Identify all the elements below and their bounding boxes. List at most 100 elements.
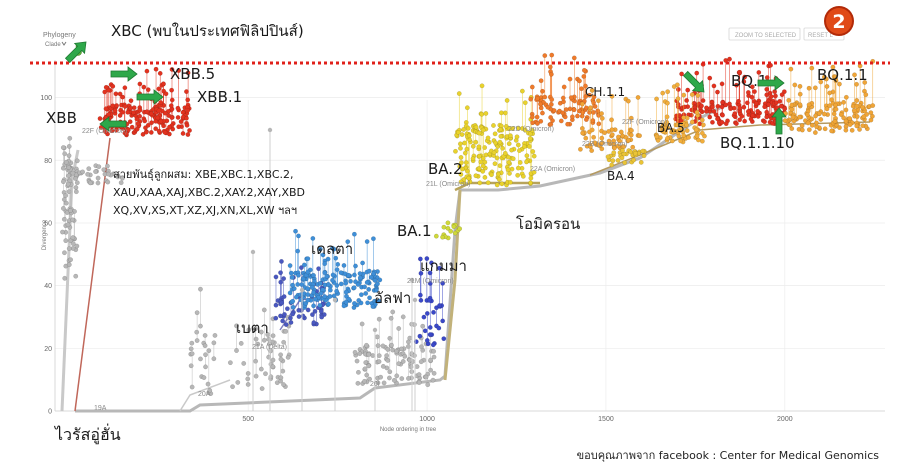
grey-20a-cluster-point xyxy=(235,379,241,385)
ba2-cluster-point xyxy=(480,127,486,133)
grey-upper-cluster-point xyxy=(85,171,91,177)
xbb-cluster-point xyxy=(178,119,184,125)
grey-20a-cluster-point xyxy=(258,329,264,335)
ba2-cluster-point xyxy=(498,133,504,139)
grey-20a-cluster-point xyxy=(270,357,276,363)
alpha-cluster-point xyxy=(429,260,434,266)
ch11-cluster-point xyxy=(569,114,575,120)
bq-lower-cluster-point xyxy=(694,109,700,115)
ba5-cluster-point xyxy=(592,140,597,146)
label-gamma: แกมมา xyxy=(420,257,467,275)
zoom-to-selected-button[interactable]: ZOOM TO SELECTED xyxy=(728,27,801,41)
delta-cluster-point xyxy=(355,282,361,287)
delta-lower-cluster-point xyxy=(288,315,293,321)
grey-20i-cluster-point xyxy=(428,357,434,363)
xbb-cluster-point xyxy=(144,68,150,74)
ba5-cluster-point xyxy=(625,137,631,143)
delta-cluster-point xyxy=(372,278,378,283)
ba4-cluster-point xyxy=(605,154,611,160)
delta-cluster-point xyxy=(333,255,339,261)
delta-cluster-point xyxy=(322,261,328,267)
xbb-cluster-point xyxy=(153,118,159,124)
delta-cluster-point xyxy=(370,304,376,309)
bq11-cluster-point xyxy=(792,82,798,88)
xbb-cluster-point xyxy=(185,70,191,76)
alpha-cluster-point xyxy=(427,332,433,337)
bq1-cluster-point xyxy=(737,117,743,123)
grey-20i-cluster-point xyxy=(354,358,360,364)
bq11-cluster-point xyxy=(863,92,869,98)
label-ba5: BA.5 xyxy=(657,121,685,135)
bq1-cluster-point xyxy=(710,104,715,110)
ba5-cluster-point xyxy=(599,135,605,141)
ba2-cluster-point xyxy=(458,154,464,160)
alpha-cluster-point xyxy=(422,328,428,334)
delta-cluster-point xyxy=(324,273,330,279)
ch11-cluster-point xyxy=(548,71,554,77)
bq11-cluster-point xyxy=(854,98,860,103)
y-tick-label: 40 xyxy=(44,283,52,290)
arrow-shape xyxy=(771,107,787,135)
alpha-cluster-point xyxy=(440,318,446,324)
grey-20a-cluster-point xyxy=(259,386,265,391)
grey-20i-cluster-point xyxy=(394,373,400,379)
delta-cluster-point xyxy=(343,299,349,305)
ch11-cluster-point xyxy=(577,78,582,84)
xbb-cluster-point xyxy=(162,110,168,116)
delta-cluster-point xyxy=(345,239,351,245)
xbb-cluster-point xyxy=(122,85,128,91)
alpha-cluster-point xyxy=(427,270,433,276)
ba2-cluster-point xyxy=(515,142,521,148)
ba5-cluster-point xyxy=(589,88,595,93)
xbb-cluster-point xyxy=(169,115,175,120)
ba2-cluster-point xyxy=(514,134,520,140)
bq1-cluster-point xyxy=(719,81,725,87)
ba2-cluster-point xyxy=(528,175,534,181)
ba2-cluster-point xyxy=(461,127,467,132)
delta-lower-cluster-point xyxy=(305,307,311,313)
grey-20a-cluster-point xyxy=(278,356,284,362)
ba1-cluster-point xyxy=(445,220,451,226)
bq-lower-cluster-point xyxy=(676,128,681,134)
ch11-cluster-point xyxy=(595,108,601,114)
ba1-cluster-point xyxy=(451,224,457,230)
ch11-cluster-point xyxy=(571,55,577,61)
delta-cluster-point xyxy=(322,294,328,299)
bq11-cluster-point xyxy=(829,128,835,134)
bq1-cluster-point xyxy=(752,89,757,94)
ch11-cluster-point xyxy=(542,53,548,58)
grey-20i-cluster-point xyxy=(420,347,426,353)
ba2-cluster-point xyxy=(502,150,508,156)
label-beta: เบตา xyxy=(236,319,269,337)
ba2-cluster-point xyxy=(489,172,494,178)
delta-cluster-point xyxy=(305,286,311,292)
delta-cluster-point xyxy=(293,228,298,234)
ba2-cluster-point xyxy=(497,127,503,132)
bq11-cluster-point xyxy=(799,127,805,133)
delta-cluster-point xyxy=(296,272,301,278)
bq1-cluster-point xyxy=(720,99,725,105)
xbb-cluster-point xyxy=(141,84,147,90)
ba2-cluster-point xyxy=(477,153,482,159)
ch11-cluster-point xyxy=(542,94,548,100)
ba5-cluster-point xyxy=(579,101,585,107)
bq11-cluster-point xyxy=(824,84,830,89)
bq11-cluster-point xyxy=(854,114,860,119)
ba2-cluster-point xyxy=(464,146,470,152)
ba2-cluster-point xyxy=(494,182,500,188)
xbb-cluster-point xyxy=(137,81,143,87)
grey-stem-point xyxy=(332,297,338,303)
bq-lower-cluster-point xyxy=(695,92,701,98)
delta-lower-cluster-point xyxy=(319,314,325,320)
clade-label: 22A (Omicron) xyxy=(530,166,575,173)
alpha-cluster-point xyxy=(437,303,442,308)
xbb-cluster-point xyxy=(135,121,141,127)
chevron-down-icon[interactable] xyxy=(61,41,67,46)
delta-lower-cluster-point xyxy=(298,265,304,271)
grey-20i-cluster-point xyxy=(378,374,384,380)
ba2-cluster-point xyxy=(458,145,463,151)
bq-lower-cluster-point xyxy=(689,119,695,125)
clade-dropdown[interactable]: Clade xyxy=(45,42,61,48)
delta-lower-cluster-point xyxy=(296,307,302,313)
clade-label: 21M (Omicron) xyxy=(407,278,454,285)
